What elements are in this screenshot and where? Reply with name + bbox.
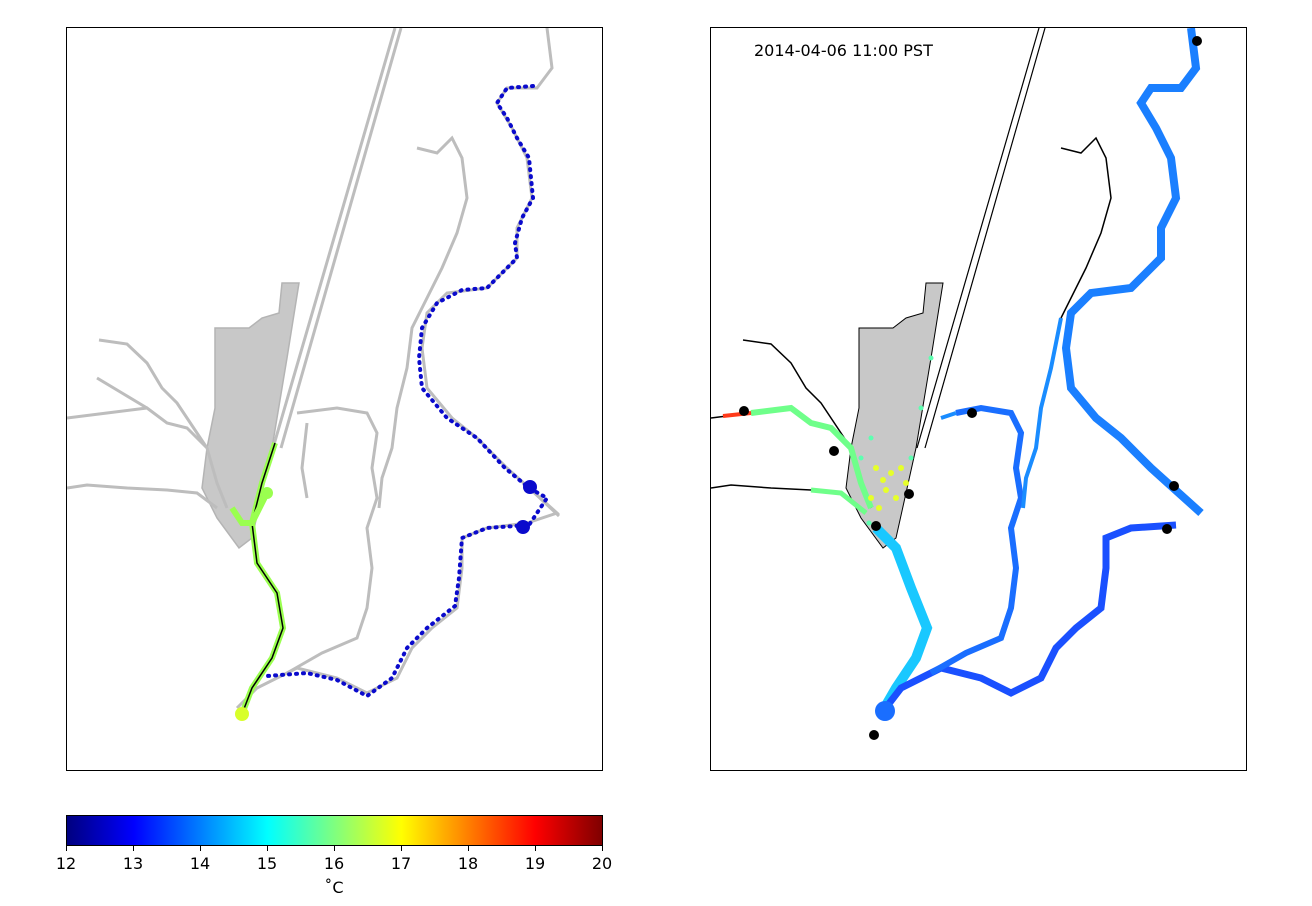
station-marker — [904, 489, 914, 499]
colorbar-tick — [133, 846, 134, 851]
station-marker — [967, 408, 977, 418]
track-marker — [261, 487, 273, 499]
station-marker — [1169, 481, 1179, 491]
colorbar-tick-label: 15 — [256, 854, 278, 873]
particle-cloud-cool — [858, 355, 934, 526]
ship-channel — [916, 28, 1046, 449]
land-area — [845, 282, 944, 549]
colorbar-tick-label: 16 — [323, 854, 345, 873]
colorbar — [66, 815, 603, 846]
track-end-marker — [235, 707, 249, 721]
colorbar-tick-label: 17 — [390, 854, 412, 873]
blue-track — [265, 84, 550, 699]
left-map — [67, 28, 561, 721]
station-marker — [1162, 524, 1172, 534]
colorbar-unit: ˚C — [324, 878, 344, 897]
stations — [739, 36, 1202, 740]
colorbar-tick — [334, 846, 335, 851]
station-marker — [869, 730, 879, 740]
colorbar-tick — [401, 846, 402, 851]
colorbar-tick — [602, 846, 603, 851]
east-river — [1061, 28, 1204, 516]
colorbar-tick — [200, 846, 201, 851]
colorbar-ticks: ˚C 12 13 14 15 16 17 18 19 20 — [56, 846, 612, 906]
colorbar-tick-label: 14 — [189, 854, 211, 873]
station-marker — [829, 446, 839, 456]
left-map-panel — [66, 27, 603, 771]
right-map-panel: 2014-04-06 11:00 PST — [710, 27, 1247, 771]
green-track-branch — [229, 491, 270, 526]
station-marker — [871, 521, 881, 531]
slough-water — [810, 487, 868, 515]
colorbar-tick — [535, 846, 536, 851]
colorbar-tick — [468, 846, 469, 851]
colorbar-tick — [66, 846, 67, 851]
particle-cloud — [868, 465, 909, 511]
colorbar-tick — [267, 846, 268, 851]
central-river — [929, 404, 1025, 676]
colorbar-tick-label: 19 — [524, 854, 546, 873]
station-marker — [739, 406, 749, 416]
east-slough — [1060, 136, 1112, 319]
colorbar-tick-label: 18 — [457, 854, 479, 873]
delta-channel — [872, 524, 933, 717]
colorbar-tick-label: 12 — [55, 854, 77, 873]
colorbar-tick-label: 13 — [122, 854, 144, 873]
ship-channel — [271, 28, 403, 449]
black-track — [241, 442, 284, 715]
station-marker — [1192, 36, 1202, 46]
timestamp-label: 2014-04-06 11:00 PST — [754, 41, 933, 60]
river-mouth — [875, 701, 895, 721]
right-map — [711, 28, 1204, 740]
track-marker — [516, 520, 530, 534]
west-slough-water — [750, 404, 874, 510]
track-marker — [523, 480, 537, 494]
connector-channel — [940, 317, 1063, 509]
west-slough — [67, 338, 229, 510]
colorbar-tick-label: 20 — [591, 854, 613, 873]
central-channel — [286, 135, 469, 675]
